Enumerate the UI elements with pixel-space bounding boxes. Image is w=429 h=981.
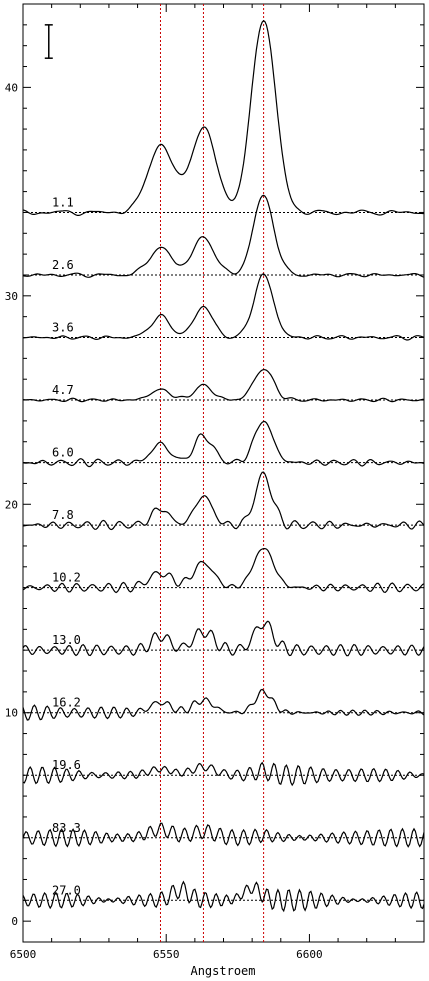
spectrum-line xyxy=(22,19,424,216)
series-label: 7.8 xyxy=(52,508,74,522)
y-tick-label: 30 xyxy=(5,290,18,303)
plot-frame xyxy=(22,3,425,943)
spectrum-line xyxy=(22,688,425,721)
series-label: 16.2 xyxy=(52,696,81,710)
x-tick-label: 6550 xyxy=(153,948,180,961)
spectrum-line xyxy=(22,548,425,594)
series-group xyxy=(22,19,425,913)
series-label: 19.6 xyxy=(52,758,81,772)
y-tick-label: 10 xyxy=(5,707,18,720)
y-tick-label: 20 xyxy=(5,498,18,511)
series-label: 3.6 xyxy=(52,321,74,335)
series-label: 27.0 xyxy=(52,883,81,897)
spectrum-line xyxy=(22,880,425,913)
spectrum-line xyxy=(22,620,425,657)
y-tick-label: 40 xyxy=(5,81,18,94)
spectrum-line xyxy=(22,471,425,531)
error-bar-group xyxy=(44,24,53,59)
series-label: 83.3 xyxy=(52,821,81,835)
ticks-group: 0 10 20 30 40 6500 6550 6600 xyxy=(5,3,425,961)
series-label: 13.0 xyxy=(52,633,81,647)
x-tick-label: 6500 xyxy=(10,948,37,961)
x-axis-title: Angstroem xyxy=(190,964,255,978)
series-labels-group: 1.1 2.6 3.6 4.7 6.0 7.8 10.2 13.0 16.2 19.6 83.3 27… xyxy=(52,195,81,897)
series-label: 2.6 xyxy=(52,258,74,272)
spectrum-line xyxy=(22,761,425,787)
spectrum-line xyxy=(22,273,425,341)
series-label: 1.1 xyxy=(52,195,74,209)
spectrum-line xyxy=(22,194,425,278)
x-tick-label: 6600 xyxy=(296,948,323,961)
y-tick-label: 0 xyxy=(11,915,18,928)
spectrum-line xyxy=(22,822,425,848)
series-label: 10.2 xyxy=(52,571,81,585)
spectrum-line xyxy=(22,420,425,468)
series-label: 4.7 xyxy=(52,383,74,397)
spectrum-line xyxy=(22,368,425,403)
series-label: 6.0 xyxy=(52,446,74,460)
baselines-group xyxy=(23,211,424,901)
